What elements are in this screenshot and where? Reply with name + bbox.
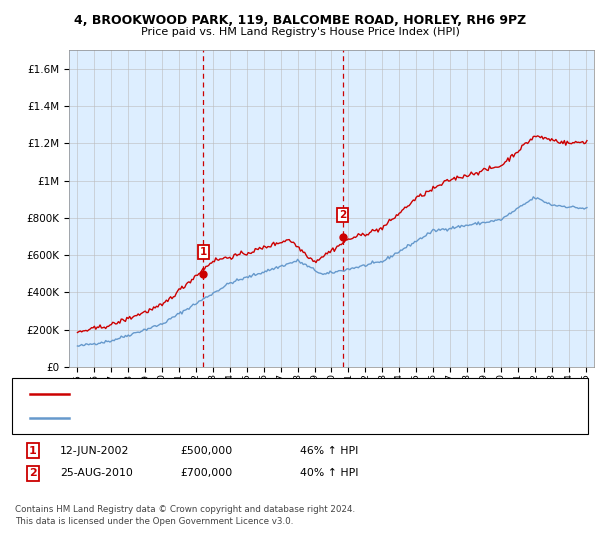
Text: 1: 1	[29, 446, 37, 456]
Text: £700,000: £700,000	[180, 468, 232, 478]
Text: 2: 2	[29, 468, 37, 478]
Text: 1: 1	[200, 247, 207, 257]
Text: £500,000: £500,000	[180, 446, 232, 456]
Text: 2: 2	[339, 210, 346, 220]
Text: 25-AUG-2010: 25-AUG-2010	[60, 468, 133, 478]
Text: 46% ↑ HPI: 46% ↑ HPI	[300, 446, 358, 456]
Text: HPI: Average price, detached house, Reigate and Banstead: HPI: Average price, detached house, Reig…	[75, 414, 356, 423]
Text: 40% ↑ HPI: 40% ↑ HPI	[300, 468, 359, 478]
Text: Contains HM Land Registry data © Crown copyright and database right 2024.
This d: Contains HM Land Registry data © Crown c…	[15, 505, 355, 526]
Text: Price paid vs. HM Land Registry's House Price Index (HPI): Price paid vs. HM Land Registry's House …	[140, 27, 460, 37]
Text: 4, BROOKWOOD PARK, 119, BALCOMBE ROAD, HORLEY, RH6 9PZ: 4, BROOKWOOD PARK, 119, BALCOMBE ROAD, H…	[74, 14, 526, 27]
Text: 4, BROOKWOOD PARK, 119, BALCOMBE ROAD, HORLEY, RH6 9PZ (detached house): 4, BROOKWOOD PARK, 119, BALCOMBE ROAD, H…	[75, 389, 470, 398]
Text: 12-JUN-2002: 12-JUN-2002	[60, 446, 130, 456]
